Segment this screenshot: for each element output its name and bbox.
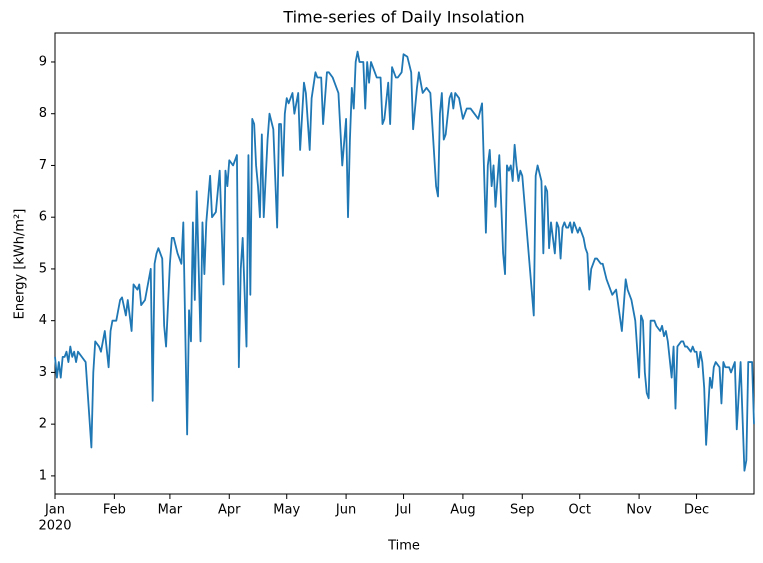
- y-tick-label: 5: [39, 261, 47, 276]
- x-tick-label: Apr: [218, 503, 241, 518]
- x-tick-label: Jun: [335, 503, 356, 518]
- y-tick-label: 9: [39, 54, 47, 69]
- x-tick-label: Jan: [44, 503, 65, 518]
- y-tick-label: 8: [39, 106, 47, 121]
- plot-frame: [54, 32, 755, 495]
- x-tick-label: Mar: [158, 503, 183, 518]
- y-tick-label: 6: [39, 210, 47, 225]
- chart-title: Time-series of Daily Insolation: [282, 8, 524, 27]
- x-tick-label: May: [273, 503, 300, 518]
- x-tick-label: Feb: [103, 503, 126, 518]
- x-tick-label: Sep: [510, 503, 535, 518]
- x-tick-label: Nov: [626, 503, 652, 518]
- x-tick-label: Aug: [450, 503, 475, 518]
- x-tick-label: Jul: [395, 503, 412, 518]
- y-axis-label: Energy [kWh/m²]: [13, 209, 28, 320]
- x-axis-label: Time: [387, 539, 420, 554]
- x-year-label: 2020: [38, 519, 71, 534]
- y-tick-label: 7: [39, 158, 47, 173]
- y-tick-label: 2: [39, 417, 47, 432]
- x-tick-label: Oct: [568, 503, 590, 518]
- y-tick-label: 3: [39, 365, 47, 380]
- line-series: [54, 50, 755, 472]
- x-tick-label: Dec: [684, 503, 709, 518]
- y-tick-label: 1: [39, 468, 47, 483]
- y-tick-label: 4: [39, 313, 47, 328]
